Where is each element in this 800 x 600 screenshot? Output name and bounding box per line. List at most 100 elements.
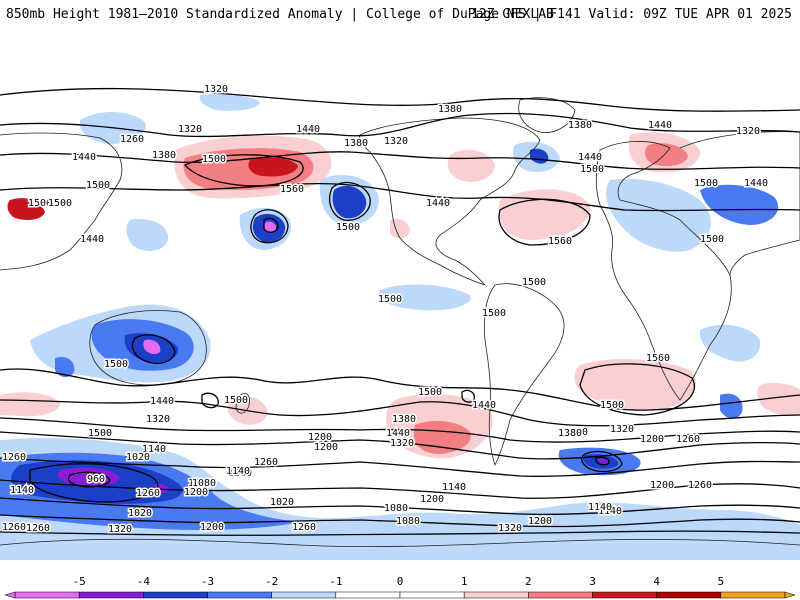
colorbar-tick-label: -1 [329,575,342,588]
contour-label: 1320 [498,523,522,534]
contour-1380-north [0,112,800,138]
colorbar-tick-label: 1 [461,575,468,588]
contour-1560-north [183,154,304,187]
contour-label: 1200 [184,487,208,498]
colorbar-tick-label: -2 [265,575,278,588]
contour-label: 1440 [72,152,96,163]
contour-label: 1440 [426,198,450,209]
neg1-area-indian-ocean [379,284,471,311]
neg3-area-north-pacific-east [332,185,367,219]
contour-label: 1500 [224,395,248,406]
colorbar-segment [720,591,786,599]
contour-label: 1500 [580,164,604,175]
contour-label: 1320 [108,524,132,535]
contour-low-pacific-west [250,209,289,244]
contour-960-south [67,471,111,488]
contour-label: 1500 [86,180,110,191]
contour-label: 1500 [378,294,402,305]
contour-label: 1080 [192,478,216,489]
pos1-area-east-pacific [390,218,410,239]
contour-1320-antarctic [0,530,800,536]
contour-label: 1380 [344,138,368,149]
contour-label: 1500 [600,400,624,411]
contour-label: 1440 [578,152,602,163]
contour-label: 1200 [200,522,224,533]
neg1-area-africa [699,324,761,362]
contour-1320-south [0,431,800,460]
contour-label: 1440 [744,178,768,189]
contour-label: 1020 [270,497,294,508]
contour-label: 1200 [640,434,664,445]
contour-label: 1320 [390,438,414,449]
contour-label: 1440 [472,400,496,411]
north-america-coast [359,117,541,286]
contour-label: 1500 [88,428,112,439]
contour-label: 1140 [10,485,34,496]
header: 850mb Height 1981–2010 Standardized Anom… [0,0,800,36]
contour-low-southern-indian [580,450,623,473]
contour-1020-south [29,463,159,503]
contour-low-australia [131,334,176,364]
contour-label: 1320 [384,136,408,147]
australia-coast [89,310,207,386]
contour-label: 1260 [254,457,278,468]
contour-label: 1500 [482,308,506,319]
colorbar-segment [399,591,465,599]
contour-label: 1140 [598,506,622,517]
contour-1440-south [0,399,800,427]
contour-label: 1260 [2,522,26,533]
contour-1560-south-africa [579,363,695,416]
contour-label: 960 [87,474,105,485]
contour-label: 1200 [420,494,444,505]
contour-label: 1020 [128,508,152,519]
contour-label: 1260 [688,480,712,491]
contour-1260-south [0,457,800,477]
pos1-area-southern-ocean-east [757,382,800,416]
contour-1560-atlantic [498,198,591,246]
contour-1440-north [0,151,800,170]
contour-1320-north [0,87,800,112]
contour-label: 1560 [548,236,572,247]
neg1-area-west-pacific [126,219,169,252]
pos1-area-southern-indian-west [0,392,61,417]
contour-label: 1260 [2,452,26,463]
colorbar-min-arrow [4,591,16,599]
neg2-area-south-atlantic [720,393,743,419]
contour-1080-south [0,514,800,528]
colorbar-segment [143,591,208,599]
pos2-area-russia [644,143,688,167]
contour-label: 1500 [202,154,226,165]
neg1-area-europe-asia [605,178,711,252]
contour-label: 1380 [438,104,462,115]
contour-label: 1320 [178,124,202,135]
colorbar-tick-label: 5 [718,575,725,588]
color-legend: -5 -4 -3 -2 -1 0 1 2 3 4 5 [4,575,796,599]
pos3-area-himalaya [7,198,45,220]
colorbar-segment [14,591,80,599]
contour-low-pacific-west-inner [263,217,279,233]
contour-label: 1080 [188,478,212,489]
greenland-coast [518,97,576,133]
contour-low-southern-indian-inner [595,456,610,466]
colorbar-segment [656,591,722,599]
contour-1140-south [0,497,800,516]
contour-label: 1020 [126,452,150,463]
model-run-info: 12Z GFS | F141 Valid: 09Z TUE APR 01 202… [471,7,792,22]
contour-label: 1500 [418,387,442,398]
neg2-area-west-australia [55,356,75,378]
contour-label: 1260 [676,434,700,445]
contour-1200-south [0,479,800,499]
map-title: 850mb Height 1981–2010 Standardized Anom… [6,7,554,22]
pos1-area-south-africa [574,358,696,411]
colorbar-max-arrow [784,591,796,599]
contour-label: 1440 [296,124,320,135]
contour-label: 1380 [568,120,592,131]
colorbar-segment [271,591,337,599]
contour-label: 1500 [28,198,52,209]
contour-label: 1140 [226,466,250,477]
colorbar-segment [78,591,144,599]
colorbar [4,591,796,599]
colorbar-tick-label: -4 [137,575,151,588]
